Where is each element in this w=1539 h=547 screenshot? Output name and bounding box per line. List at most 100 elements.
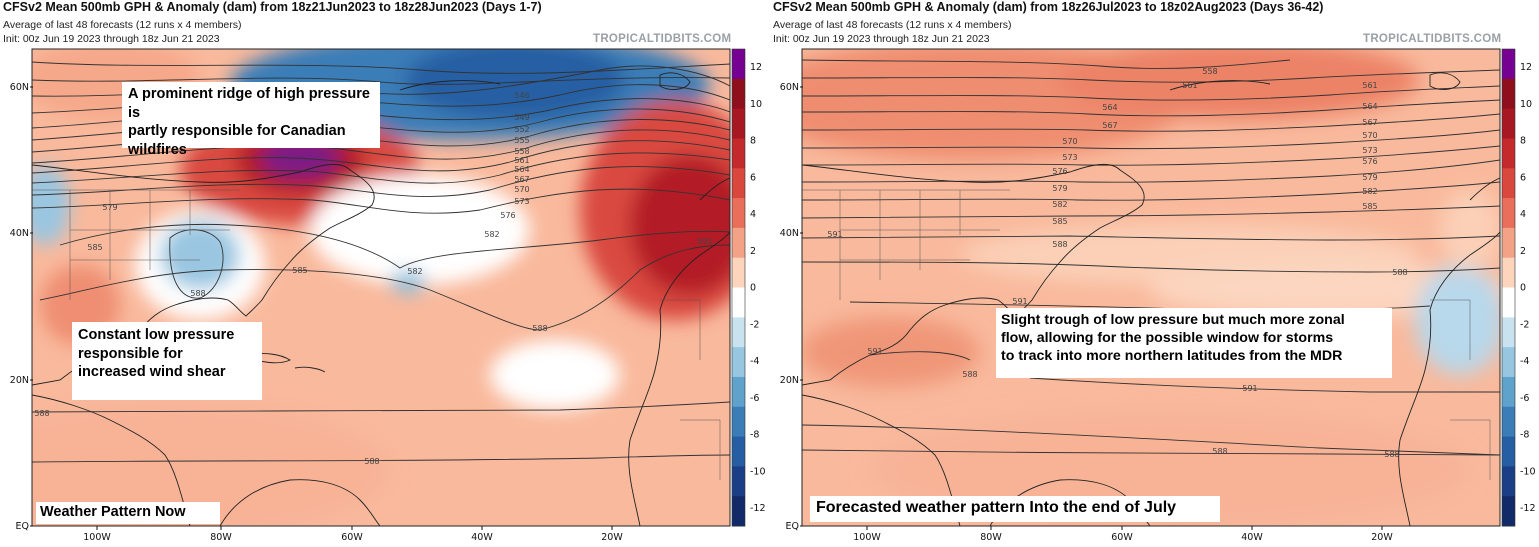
right-borders xyxy=(802,189,1491,480)
contour-label: 576 xyxy=(1052,167,1067,176)
colorbar-tick-label: 8 xyxy=(1520,136,1526,147)
contour-label: 561 xyxy=(1362,81,1377,90)
contour-label: 582 xyxy=(484,230,499,239)
colorbar-swatch xyxy=(1502,78,1515,110)
contour-label: 585 xyxy=(1052,217,1067,226)
longitude-label: 20W xyxy=(1371,532,1393,543)
left-colorbar: 12 10 8 6 4 2 0 -2 -4 -6 -8 -10 -12 xyxy=(731,48,766,527)
colorbar-swatch xyxy=(732,376,745,408)
colorbar-swatch xyxy=(732,108,745,139)
colorbar-swatch xyxy=(732,78,745,110)
contour-label: 582 xyxy=(1362,187,1377,196)
colorbar-swatch xyxy=(1502,496,1515,527)
colorbar-tick-label: 4 xyxy=(1520,209,1526,220)
contour-label: 579 xyxy=(102,203,117,212)
contour-label: 591 xyxy=(827,230,842,239)
left-latitude-labels: 60N 40N 20N EQ xyxy=(10,82,33,532)
contour-label: 591 xyxy=(1242,384,1257,393)
colorbar-swatch xyxy=(732,49,745,80)
contour-label: 591 xyxy=(697,237,712,246)
annotation-ridge: A prominent ridge of high pressure is pa… xyxy=(122,82,380,158)
longitude-label: 40W xyxy=(471,532,493,543)
latitude-label: EQ xyxy=(16,521,29,532)
contour-label: 567 xyxy=(514,175,529,184)
latitude-label: 60N xyxy=(780,82,799,93)
colorbar-tick-label: -6 xyxy=(750,393,759,404)
contour-label: 591 xyxy=(867,347,882,356)
colorbar-tick-label: 10 xyxy=(750,99,762,110)
left-longitude-labels: 100W 80W 60W 40W 20W xyxy=(83,526,623,543)
colorbar-tick-label: 0 xyxy=(1520,283,1526,294)
colorbar-swatch xyxy=(732,496,745,527)
contour-label: 588 xyxy=(962,370,977,379)
latitude-label: EQ xyxy=(786,521,799,532)
colorbar-tick-label: 2 xyxy=(1520,246,1526,257)
colorbar-swatch xyxy=(732,227,745,259)
colorbar-tick-label: 0 xyxy=(750,283,756,294)
left-anomaly-shading xyxy=(32,49,730,526)
colorbar-swatch xyxy=(1502,257,1515,288)
right-colorbar: 12 10 8 6 4 2 0 -2 -4 -6 -8 -10 -12 xyxy=(1501,48,1536,527)
colorbar-swatch xyxy=(732,317,745,348)
contour-label: 588 xyxy=(1392,268,1407,277)
colorbar-swatch xyxy=(1502,436,1515,467)
contour-label: 588 xyxy=(190,289,205,298)
colorbar-swatch xyxy=(732,138,745,169)
right-latitude-labels: 60N 40N 20N EQ xyxy=(780,82,803,532)
colorbar-tick-label: -4 xyxy=(750,356,759,367)
colorbar-swatch xyxy=(732,257,745,288)
colorbar-swatch xyxy=(732,287,745,318)
colorbar-tick-label: 2 xyxy=(750,246,756,257)
right-panel-init: Init: 00z Jun 19 2023 through 18z Jun 21… xyxy=(773,33,990,45)
colorbar-tick-label: 6 xyxy=(1520,172,1526,183)
contour-label: 549 xyxy=(514,113,529,122)
colorbar-tick-label: -12 xyxy=(1520,503,1536,514)
annotation-forecast-pattern: Forecasted weather pattern Into the end … xyxy=(810,496,1220,522)
colorbar-tick-label: -2 xyxy=(1520,319,1529,330)
colorbar-tick-label: -10 xyxy=(750,466,766,477)
contour-label: 582 xyxy=(1052,200,1067,209)
contour-label: 585 xyxy=(1362,202,1377,211)
left-credit: TROPICALTIDBITS.COM xyxy=(593,33,732,45)
contour-label: 573 xyxy=(1062,153,1077,162)
colorbar-swatch xyxy=(732,436,745,467)
right-map-figure: 558 561 561 564 564 567 567 570 570 573 573 576 576 5… xyxy=(780,48,1536,543)
colorbar-swatch xyxy=(732,168,745,199)
longitude-label: 20W xyxy=(601,532,623,543)
colorbar-swatch xyxy=(732,347,745,378)
colorbar-tick-label: -4 xyxy=(1520,356,1529,367)
contour-label: 570 xyxy=(1062,137,1077,146)
colorbar-swatch xyxy=(1502,227,1515,259)
colorbar-swatch xyxy=(1502,49,1515,80)
colorbar-swatch xyxy=(1502,287,1515,318)
contour-label: 588 xyxy=(532,324,547,333)
colorbar-tick-label: 12 xyxy=(750,62,762,73)
colorbar-tick-label: 10 xyxy=(1520,99,1532,110)
right-credit: TROPICALTIDBITS.COM xyxy=(1363,33,1502,45)
colorbar-swatch xyxy=(1502,466,1515,497)
left-panel-title: CFSv2 Mean 500mb GPH & Anomaly (dam) fro… xyxy=(3,0,542,14)
contour-label: 564 xyxy=(514,165,529,174)
colorbar-tick-label: -8 xyxy=(750,430,759,441)
left-borders xyxy=(32,189,721,480)
contour-label: 558 xyxy=(1202,67,1217,76)
longitude-label: 60W xyxy=(341,532,363,543)
annotation-zonal-flow: Slight trough of low pressure but much m… xyxy=(996,308,1392,378)
contour-label: 588 xyxy=(34,409,49,418)
contour-label: 561 xyxy=(1182,81,1197,90)
colorbar-tick-label: -6 xyxy=(1520,393,1529,404)
contour-label: 564 xyxy=(1102,103,1117,112)
colorbar-swatch xyxy=(1502,376,1515,408)
left-coastlines xyxy=(32,72,730,526)
colorbar-swatch xyxy=(1502,198,1515,229)
right-map-frame xyxy=(801,48,1501,527)
contour-label: 585 xyxy=(292,266,307,275)
right-anomaly-shading xyxy=(802,49,1500,526)
left-panel-init: Init: 00z Jun 19 2023 through 18z Jun 21… xyxy=(3,33,220,45)
right-panel-title: CFSv2 Mean 500mb GPH & Anomaly (dam) fro… xyxy=(773,0,1324,14)
contour-label: 570 xyxy=(514,185,529,194)
contour-label: 576 xyxy=(1362,157,1377,166)
colorbar-tick-label: -8 xyxy=(1520,430,1529,441)
contour-label: 579 xyxy=(1052,184,1067,193)
